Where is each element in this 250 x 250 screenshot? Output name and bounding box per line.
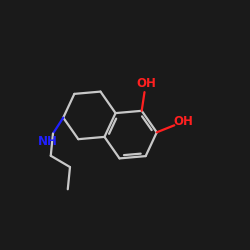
Text: NH: NH: [38, 136, 58, 148]
Text: OH: OH: [174, 115, 194, 128]
Text: OH: OH: [136, 76, 156, 90]
